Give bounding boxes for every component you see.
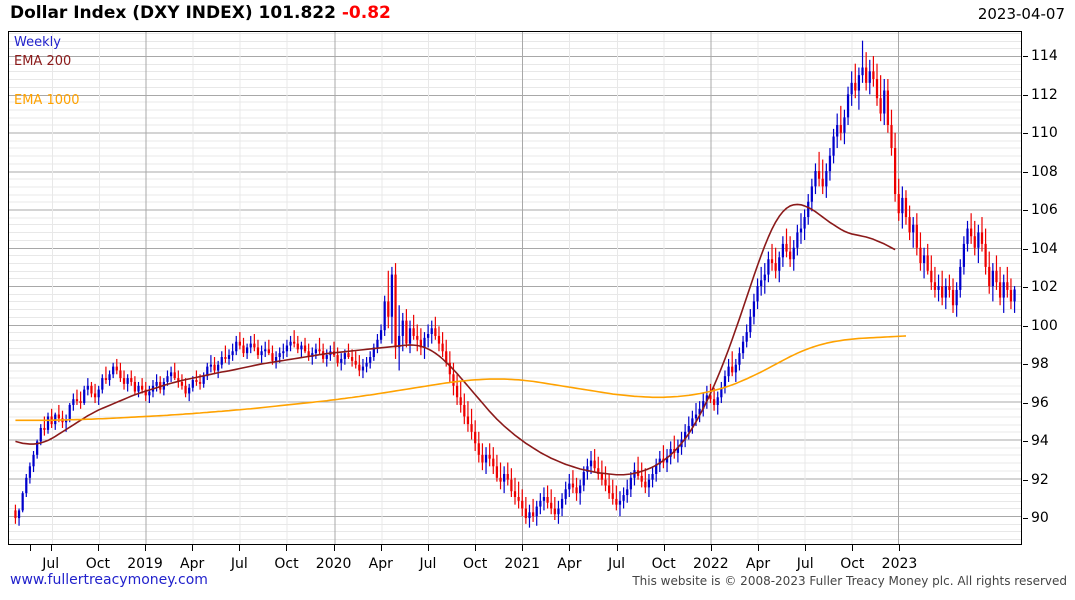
x-axis-tickmark	[97, 545, 99, 551]
x-axis-label: Jul	[608, 556, 626, 572]
x-axis-tickmark	[852, 545, 854, 551]
x-axis-label: Oct	[651, 556, 676, 572]
x-axis-tickmark	[50, 545, 52, 551]
y-axis-label: 108	[1031, 163, 1058, 180]
y-axis-label: 94	[1031, 433, 1049, 450]
y-axis-label: 106	[1031, 202, 1058, 219]
y-axis-label: 102	[1031, 279, 1058, 296]
x-axis-tickmark	[145, 545, 147, 551]
x-axis-tickmark	[569, 545, 571, 551]
x-axis-tickmark	[30, 545, 31, 551]
x-axis-tickmark	[475, 545, 477, 551]
x-axis-label: Oct	[840, 556, 865, 572]
x-axis-tickmark	[663, 545, 665, 551]
x-axis-label: Jul	[230, 556, 248, 572]
x-axis-tickmark	[427, 545, 429, 551]
chart-data-layer	[14, 40, 1016, 528]
y-axis-tickmark	[1023, 171, 1028, 173]
x-axis-label: Jul	[419, 556, 437, 572]
chart-gridlines	[9, 32, 1021, 544]
y-axis-tickmark	[1023, 133, 1028, 135]
chart-plot-area[interactable]: Weekly EMA 200 EMA 1000	[8, 31, 1022, 545]
x-axis-tickmark	[758, 545, 760, 551]
x-axis-tickmark	[899, 545, 901, 551]
x-axis: Jul Oct 2019 Apr Jul Oct 2020 Apr Jul Oct 2021 Apr J…	[8, 545, 1022, 572]
y-axis-tickmark	[1023, 441, 1028, 443]
x-axis-tickmark	[616, 545, 618, 551]
x-axis-label: Oct	[85, 556, 110, 572]
y-axis-tickmark	[1023, 248, 1028, 250]
y-axis-tickmark	[1023, 210, 1028, 212]
y-axis-tickmark	[1023, 402, 1028, 404]
x-axis-tickmark	[239, 545, 241, 551]
y-axis-tickmark	[1023, 364, 1028, 366]
chart-footer: www.fullertreacymoney.com This website i…	[0, 572, 1075, 594]
y-axis-label: 104	[1031, 240, 1058, 257]
x-axis-tickmark	[286, 545, 288, 551]
x-axis-label: Apr	[368, 556, 393, 572]
x-axis-label: Apr	[180, 556, 205, 572]
x-axis-label: Apr	[557, 556, 582, 572]
chart-date: 2023-04-07	[977, 5, 1065, 23]
x-axis-label: Jul	[42, 556, 60, 572]
y-axis-tickmark	[1023, 325, 1028, 327]
x-axis-tickmark	[522, 545, 524, 551]
y-axis-label: 96	[1031, 394, 1049, 411]
y-axis: 90 92 94 96 98 100 102 104 106 108 110 112 114	[1023, 31, 1075, 545]
y-axis-tickmark	[1023, 56, 1028, 58]
y-axis-tickmark	[1023, 94, 1028, 96]
y-axis-tickmark	[1023, 479, 1028, 481]
y-axis-label: 100	[1031, 317, 1058, 334]
y-axis-label: 98	[1031, 356, 1049, 373]
y-axis-tickmark	[1023, 518, 1028, 520]
x-axis-tickmark	[380, 545, 382, 551]
price-change: -0.82	[341, 3, 391, 23]
x-axis-label: Apr	[745, 556, 771, 572]
x-axis-label: 2019	[127, 556, 163, 572]
y-axis-label: 110	[1031, 125, 1058, 142]
chart-title: Dollar Index (DXY INDEX) 101.822 -0.82	[10, 3, 391, 23]
y-axis-label: 92	[1031, 471, 1049, 488]
x-axis-label: Oct	[462, 556, 488, 572]
y-axis-label: 114	[1031, 48, 1058, 65]
instrument-and-price: Dollar Index (DXY INDEX) 101.822	[10, 3, 336, 23]
x-axis-tickmark	[710, 545, 712, 551]
x-axis-label: Jul	[796, 556, 814, 572]
y-axis-tickmark	[1023, 287, 1028, 289]
chart-header: Dollar Index (DXY INDEX) 101.822 -0.82 2…	[0, 0, 1075, 30]
x-axis-tickmark	[805, 545, 807, 551]
x-axis-tickmark	[192, 545, 194, 551]
y-axis-label: 90	[1031, 510, 1049, 527]
copyright-label: This website is © 2008-2023 Fuller Treac…	[632, 574, 1067, 588]
x-axis-label: Oct	[274, 556, 299, 572]
x-axis-label: 2023	[881, 556, 918, 572]
y-axis-label: 112	[1031, 86, 1058, 103]
site-url-label: www.fullertreacymoney.com	[10, 572, 208, 588]
x-axis-label: 2022	[693, 556, 729, 572]
x-axis-label: 2021	[504, 556, 541, 572]
x-axis-label: 2020	[315, 556, 352, 572]
x-axis-tickmark	[333, 545, 335, 551]
